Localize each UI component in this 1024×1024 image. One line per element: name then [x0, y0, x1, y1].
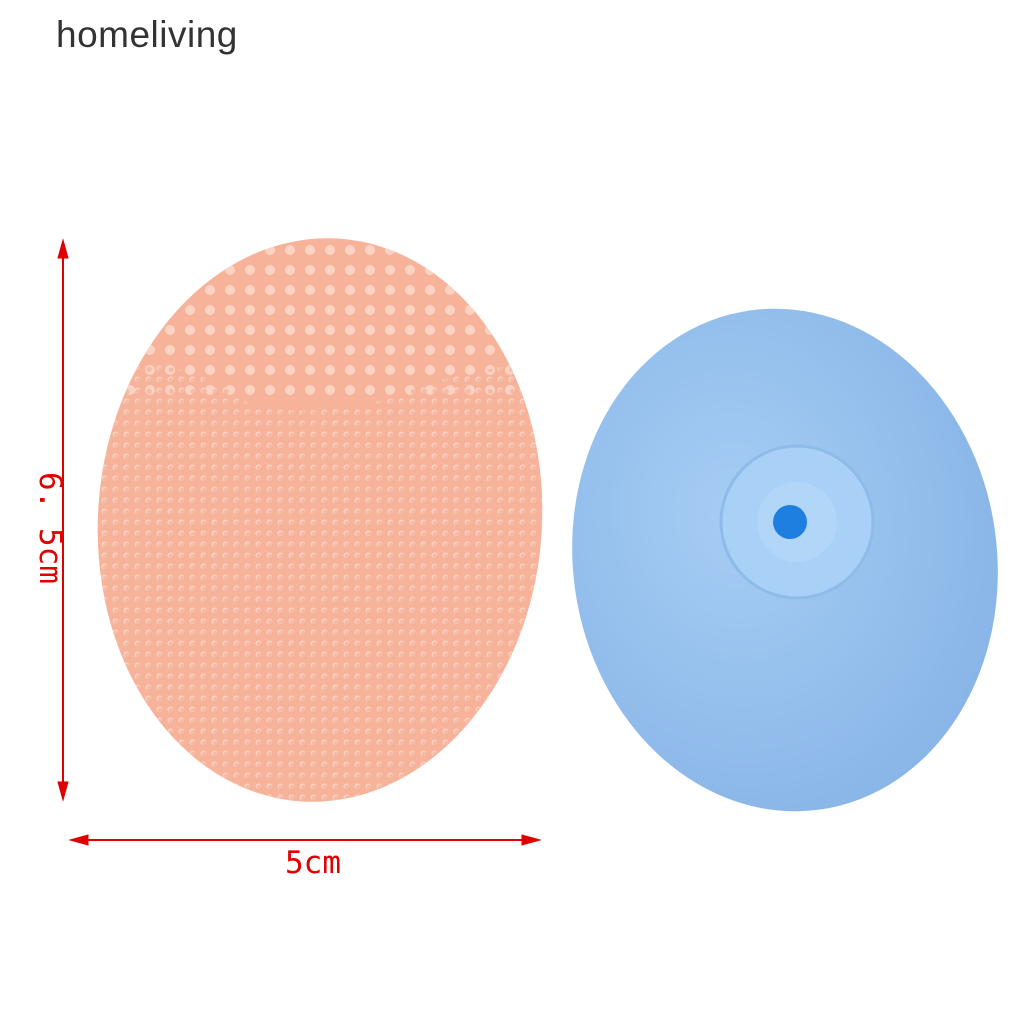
blue-brush: [572, 308, 998, 812]
height-arrow: [57, 238, 69, 802]
width-arrow: [68, 834, 542, 846]
height-label: 6. 5cm: [32, 472, 68, 584]
suction-hole: [773, 505, 807, 539]
brand-watermark: homeliving: [56, 14, 238, 55]
width-label: 5cm: [285, 845, 341, 881]
pink-brush: [90, 230, 560, 817]
